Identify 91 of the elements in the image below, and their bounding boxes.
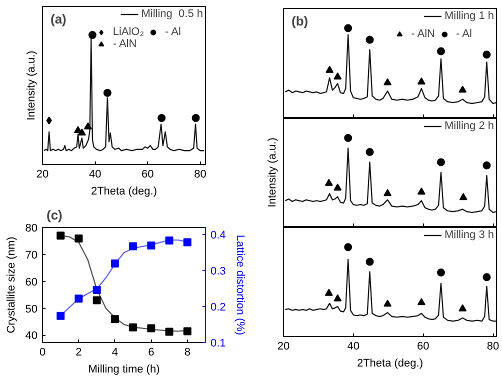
point <box>46 116 52 124</box>
point <box>459 193 468 200</box>
point <box>74 234 83 243</box>
point <box>158 114 166 122</box>
point <box>366 258 374 266</box>
point <box>458 304 467 312</box>
point <box>482 273 491 282</box>
point <box>334 294 342 302</box>
x-tick-label: 80 <box>194 168 206 180</box>
legend-label: Milling 3 h <box>444 229 494 241</box>
point <box>344 134 352 142</box>
point <box>344 243 352 252</box>
y2-tick-label: 0.4 <box>210 230 226 242</box>
legend-label: - Al <box>456 28 473 40</box>
point <box>147 324 156 332</box>
text: (c) <box>46 208 62 222</box>
legend-label: - Al <box>165 26 182 38</box>
legend-label: - AlN <box>112 38 137 50</box>
point <box>92 286 101 294</box>
x-tick-label: 20 <box>277 340 290 352</box>
point <box>84 122 92 130</box>
x-tick-label: 40 <box>347 340 360 352</box>
x-tick-label: 8 <box>184 346 190 358</box>
point <box>384 300 392 307</box>
point <box>366 36 374 44</box>
point <box>324 178 333 186</box>
y2-axis-title: Lattice distortion (%) <box>234 234 246 336</box>
y-tick-label: 70 <box>25 249 38 262</box>
x-tick-label: 6 <box>148 346 154 358</box>
point <box>366 148 374 156</box>
x-axis-title: Milling time (h) <box>88 364 160 376</box>
y-tick-label: 40 <box>25 330 38 342</box>
x-tick-label: 0 <box>39 346 46 358</box>
point <box>74 294 83 303</box>
point <box>147 241 156 250</box>
point <box>129 242 138 250</box>
point <box>78 128 86 136</box>
point <box>56 232 65 240</box>
y-axis-title: Intensity (a.u.) <box>26 50 38 120</box>
x-axis-title: 2Theta (deg.) <box>356 358 424 370</box>
y-tick-label: 60 <box>25 276 38 288</box>
point <box>183 238 192 246</box>
point <box>192 114 200 122</box>
point <box>344 24 352 32</box>
legend-label: - AlN <box>411 28 435 40</box>
legend-label: Milling 1 h <box>444 10 494 22</box>
x-tick-label: 60 <box>142 168 154 180</box>
point <box>482 161 491 170</box>
point <box>436 268 445 277</box>
point <box>334 184 342 191</box>
point <box>417 77 426 84</box>
point <box>458 86 467 93</box>
point <box>324 288 333 296</box>
point <box>88 31 96 39</box>
point <box>482 50 491 59</box>
legend-label: LiAlO₂ <box>112 26 144 38</box>
point <box>326 66 334 73</box>
x-tick-label: 20 <box>36 168 49 180</box>
point <box>417 188 426 195</box>
y-axis-title: Intensity (a.u.) <box>266 138 278 208</box>
point <box>92 296 101 304</box>
point <box>129 323 138 332</box>
point <box>165 236 174 244</box>
point <box>183 327 192 336</box>
x-tick-label: 40 <box>88 168 102 180</box>
x-axis-title: 2Theta (deg.) <box>90 186 158 198</box>
x-tick-label: 60 <box>417 340 430 352</box>
point <box>334 72 342 80</box>
point <box>384 78 392 86</box>
x-tick-label: 80 <box>486 340 500 352</box>
y2-tick-label: 0.3 <box>210 266 226 278</box>
annotation: (b) <box>292 14 308 28</box>
legend-label: Milling 0.5 h <box>141 8 203 20</box>
point <box>56 312 65 320</box>
point <box>165 328 174 336</box>
point <box>103 88 112 97</box>
y-axis-title: Crystallite size (nm) <box>5 236 18 334</box>
point <box>417 298 426 306</box>
x-tick-label: 4 <box>112 346 118 358</box>
y2-tick-label: 0.2 <box>210 302 226 314</box>
point <box>384 189 392 196</box>
x-tick-label: 2 <box>76 346 82 358</box>
y-tick-label: 50 <box>25 303 38 316</box>
y-tick-label: 80 <box>25 222 38 234</box>
text: (a) <box>50 12 66 26</box>
y2-tick-label: 0.1 <box>210 338 226 350</box>
point <box>436 158 445 166</box>
point <box>110 315 119 324</box>
point <box>110 259 119 268</box>
text: Milling 2 h <box>444 120 494 132</box>
point <box>436 47 445 56</box>
